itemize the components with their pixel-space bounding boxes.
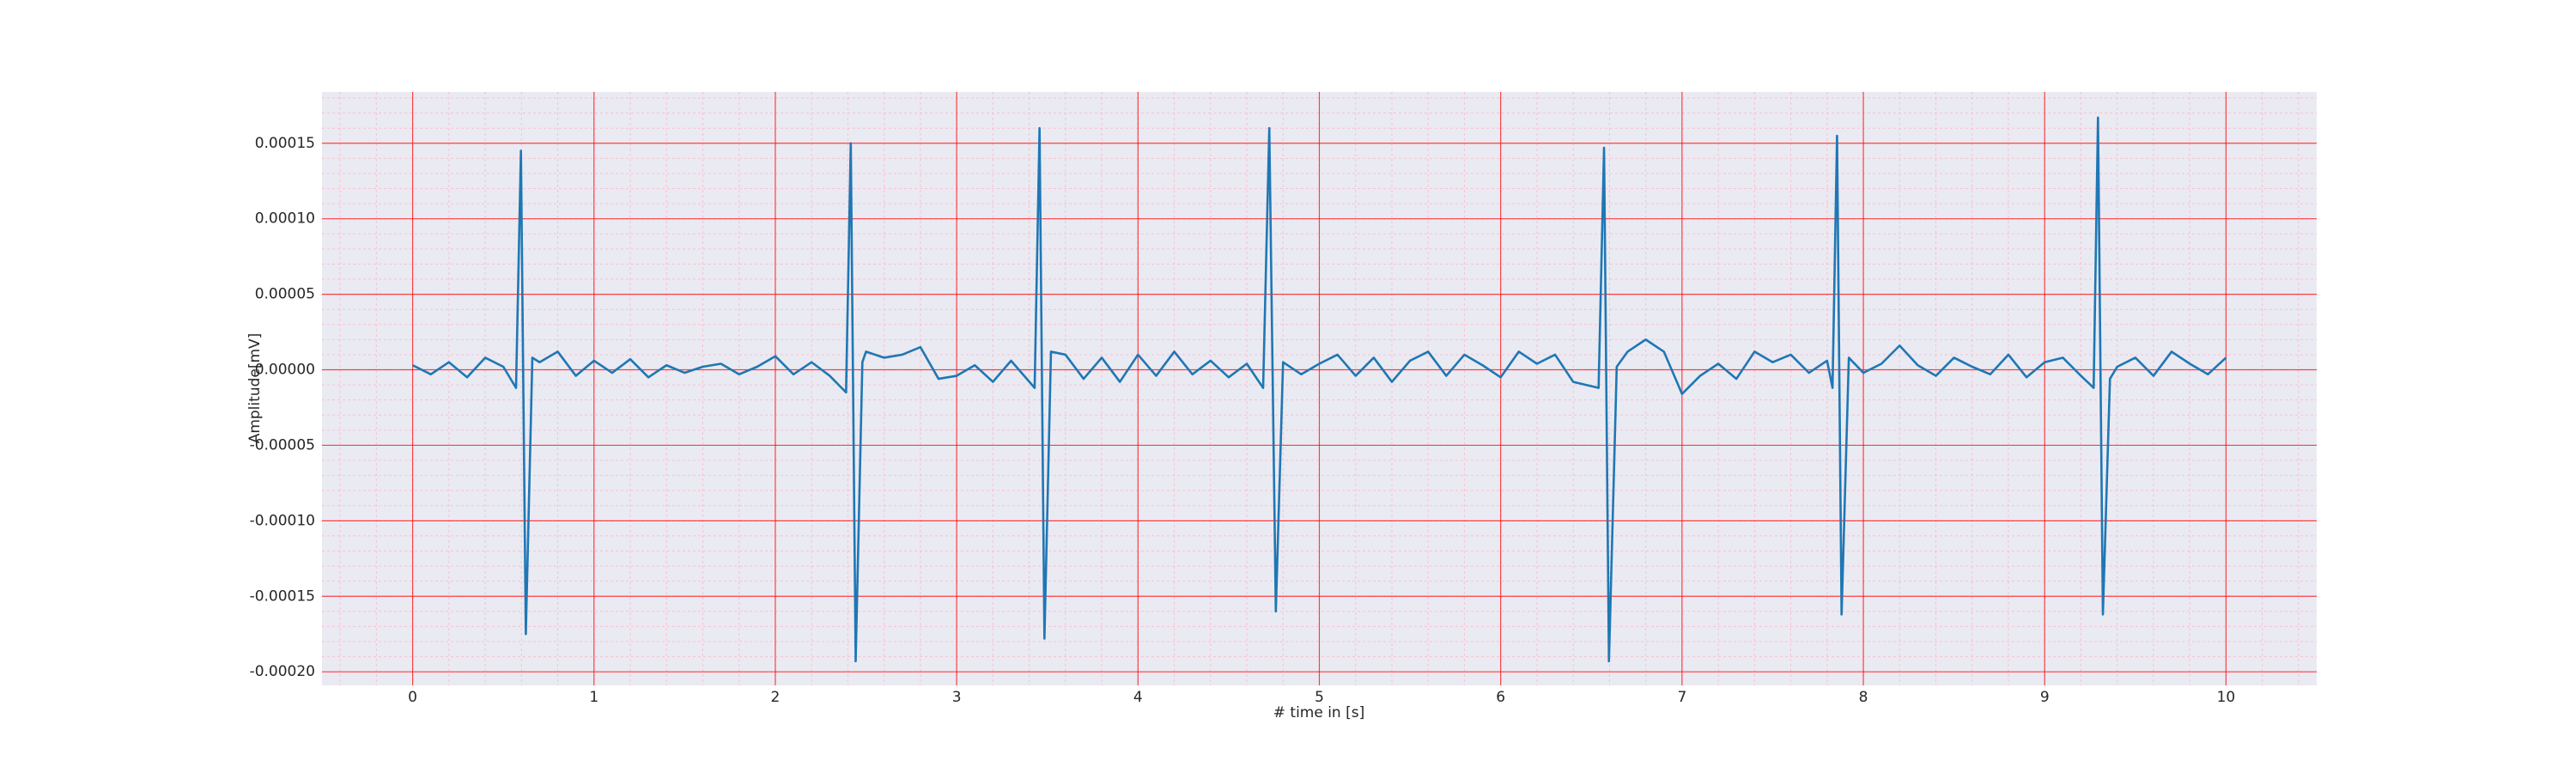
x-tick-label: 3 xyxy=(952,689,962,706)
y-axis-label: Amplitude[mV] xyxy=(246,333,264,444)
x-tick-label: 4 xyxy=(1133,689,1143,706)
x-tick-label: 0 xyxy=(408,689,417,706)
x-tick-label: 6 xyxy=(1496,689,1505,706)
y-tick-label: 0.00015 xyxy=(255,135,315,152)
y-tick-label: -0.00015 xyxy=(250,587,315,605)
x-axis-label: # time in [s] xyxy=(1273,704,1364,721)
x-tick-label: 8 xyxy=(1859,689,1868,706)
y-tick-label: 0.00010 xyxy=(255,210,315,228)
y-tick-label: 0.00005 xyxy=(255,286,315,303)
y-tick-label: 0.00000 xyxy=(255,362,315,379)
x-tick-label: 10 xyxy=(2217,689,2236,706)
signal-line xyxy=(412,116,2227,663)
x-tick-label: 2 xyxy=(771,689,781,706)
y-tick-label: -0.00005 xyxy=(250,436,315,453)
y-tick-label: -0.00010 xyxy=(250,512,315,529)
y-tick-label: -0.00020 xyxy=(250,663,315,680)
x-tick-label: 9 xyxy=(2040,689,2050,706)
x-tick-label: 7 xyxy=(1677,689,1686,706)
x-tick-label: 5 xyxy=(1315,689,1324,706)
x-tick-label: 1 xyxy=(589,689,598,706)
